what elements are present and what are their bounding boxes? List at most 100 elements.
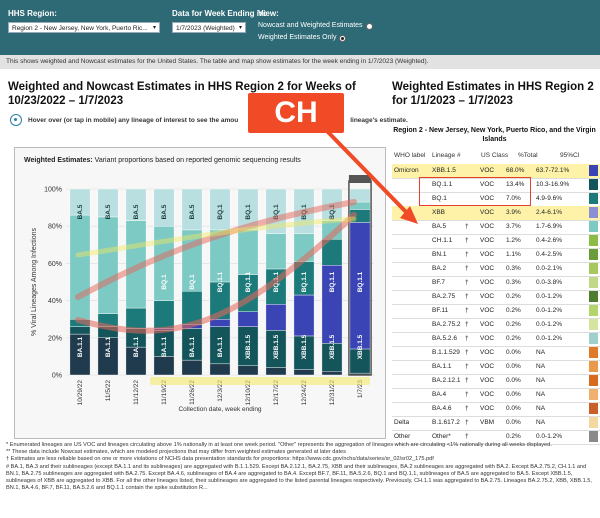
bar-label: BA.1.1: [133, 337, 140, 358]
who-label: Omicron: [394, 167, 419, 174]
bar-segment-ba-5[interactable]: [237, 229, 259, 275]
lineage-name: BF.7: [432, 279, 446, 286]
view-label: View:: [258, 9, 279, 18]
table-row[interactable]: BA.1.1 † VOC 0.0% NA: [392, 360, 600, 374]
bar-segment-ba-1-1[interactable]: [209, 363, 231, 376]
us-class: VOC: [480, 307, 495, 314]
x-tick-label: 12/17/22: [273, 380, 280, 406]
table-row[interactable]: BA.2.75.2 † VOC 0.2% 0.0-1.2%: [392, 318, 600, 332]
bar-segment-xbb-1-5[interactable]: [265, 304, 287, 331]
bar-segment-other[interactable]: [69, 188, 91, 216]
info-banner: This shows weighted and Nowcast estimate…: [0, 55, 600, 69]
bar-label: BA.5: [189, 204, 196, 219]
week-select[interactable]: 1/7/2023 (Weighted) ▾: [172, 22, 246, 33]
table-row[interactable]: BF.7 † VOC 0.3% 0.0-3.8%: [392, 276, 600, 290]
bar-segment-bq-1[interactable]: [153, 300, 175, 329]
radio-button[interactable]: [365, 23, 373, 30]
percent-total: 0.3%: [506, 279, 521, 286]
stacked-bar-chart[interactable]: 0% 20% 40% 60% 80% 100% % Viral Lineages Among…: [14, 147, 386, 439]
who-label: Other: [394, 433, 411, 440]
table-row[interactable]: Delta B.1.617.2 † VBM 0.0% NA: [392, 416, 600, 430]
bar-segment-ba-5[interactable]: [69, 214, 91, 320]
color-swatch: [589, 333, 598, 344]
bar-segment-bq-1[interactable]: [125, 307, 147, 329]
percent-total: 7.0%: [506, 195, 521, 202]
region-select[interactable]: Region 2 - New Jersey, New York, Puerto …: [8, 22, 160, 33]
bar-label: XBB.1.5: [357, 334, 364, 359]
bar-label: BQ.1.1: [217, 271, 224, 292]
table-row[interactable]: BQ.1.1 VOC 13.4% 10.3-16.9%: [392, 178, 600, 192]
x-tick-label: 11/5/22: [105, 380, 112, 402]
bar-label: BA.1.1: [189, 337, 196, 358]
bar-segment-ba-1-1[interactable]: [321, 371, 343, 376]
color-swatch: [589, 179, 598, 190]
bar-segment-bq-1-1[interactable]: [69, 326, 91, 335]
table-row[interactable]: BA.4.6 † VOC 0.0% NA: [392, 402, 600, 416]
percent-total: 3.9%: [506, 209, 521, 216]
bar-segment-other[interactable]: [125, 188, 147, 221]
table-row[interactable]: BA.2.75 † VOC 0.2% 0.0-1.2%: [392, 290, 600, 304]
bar-segment-ba-1-1[interactable]: [237, 365, 259, 376]
percent-total: 0.2%: [506, 433, 521, 440]
lineage-name: BA.4: [432, 391, 447, 398]
x-tick-label: 11/26/22: [189, 380, 196, 405]
confidence-interval: NA: [536, 363, 546, 370]
reliability-mark: †: [465, 391, 469, 398]
left-heading: Weighted and Nowcast Estimates in HHS Re…: [8, 81, 356, 107]
confidence-interval: NA: [536, 349, 546, 356]
bar-segment-ba-1-1[interactable]: [293, 369, 315, 376]
confidence-interval: 0.0-1.2%: [536, 335, 563, 342]
table-row[interactable]: Omicron XBB.1.5 VOC 68.0% 63.7-72.1%: [392, 164, 600, 178]
x-tick-label: 12/10/22: [245, 380, 252, 406]
table-row[interactable]: BQ.1 VOC 7.0% 4.9-9.6%: [392, 192, 600, 206]
row-divider: [392, 304, 600, 305]
bar-segment-ba-1-1[interactable]: [153, 356, 175, 376]
table-row[interactable]: BA.2.12.1 † VOC 0.0% NA: [392, 374, 600, 388]
us-class: VOC: [480, 223, 495, 230]
color-swatch: [589, 375, 598, 386]
table-row[interactable]: Other Other* † 0.2% 0.0-1.2%: [392, 430, 600, 444]
lineage-name: BA.2.75: [432, 293, 456, 300]
table-row[interactable]: BF.11 † VOC 0.2% 0.0-1.2%: [392, 304, 600, 318]
table-region-title: Region 2 - New Jersey, New York, Puerto …: [393, 127, 596, 143]
confidence-interval: 1.7-6.9%: [536, 223, 563, 230]
table-row[interactable]: BA.4 † VOC 0.0% NA: [392, 388, 600, 402]
color-swatch: [589, 389, 598, 400]
selected-week-tab: [348, 175, 372, 183]
table-row[interactable]: BA.2 † VOC 0.3% 0.0-2.1%: [392, 262, 600, 276]
bar-label: BQ.1: [245, 204, 252, 220]
table-row[interactable]: XBB VOC 3.9% 2.4-6.1%: [392, 206, 600, 220]
table-row[interactable]: BN.1 † VOC 1.1% 0.4-2.5%: [392, 248, 600, 262]
view-option-weighted-label: Weighted Estimates Only: [258, 34, 337, 41]
bar-segment-xbb-1-5[interactable]: [293, 294, 315, 337]
us-class: VOC: [480, 279, 495, 286]
who-label: Delta: [394, 419, 410, 426]
bar-segment-other[interactable]: [181, 188, 203, 231]
confidence-interval: 0.0-1.2%: [536, 433, 563, 440]
bar-segment-ba-5[interactable]: [265, 233, 287, 270]
bar-segment-other[interactable]: [237, 188, 259, 231]
bar-segment-xbb-1-5[interactable]: [237, 311, 259, 327]
table-row[interactable]: BA.5.2.6 † VOC 0.2% 0.0-1.2%: [392, 332, 600, 346]
x-tick-label: 10/29/22: [77, 380, 84, 406]
bar-segment-ba-1-1[interactable]: [181, 359, 203, 376]
color-swatch: [589, 403, 598, 414]
y-tick-label: 40%: [48, 298, 62, 305]
table-row[interactable]: CH.1.1 † VOC 1.2% 0.4-2.6%: [392, 234, 600, 248]
bar-segment-other[interactable]: [209, 188, 231, 231]
highlight-band: [150, 377, 370, 385]
pointer-icon: [10, 114, 22, 126]
bar-segment-ba-5[interactable]: [97, 216, 119, 314]
us-class: VBM: [480, 419, 495, 426]
bar-segment-other[interactable]: [153, 188, 175, 227]
percent-total: 3.7%: [506, 223, 521, 230]
bar-segment-other[interactable]: [97, 188, 119, 218]
view-option-weighted[interactable]: Weighted Estimates Only: [258, 34, 347, 42]
table-row[interactable]: B.1.1.529 † VOC 0.0% NA: [392, 346, 600, 360]
bar-segment-ba-1-1[interactable]: [265, 367, 287, 376]
lineage-name: BF.11: [432, 307, 449, 314]
table-row[interactable]: BA.5 † VOC 3.7% 1.7-6.9%: [392, 220, 600, 234]
radio-button-selected[interactable]: [339, 35, 347, 42]
right-heading: Weighted Estimates in HHS Region 2 for 1…: [392, 81, 594, 107]
view-option-nowcast[interactable]: Nowcast and Weighted Estimates: [258, 22, 373, 30]
